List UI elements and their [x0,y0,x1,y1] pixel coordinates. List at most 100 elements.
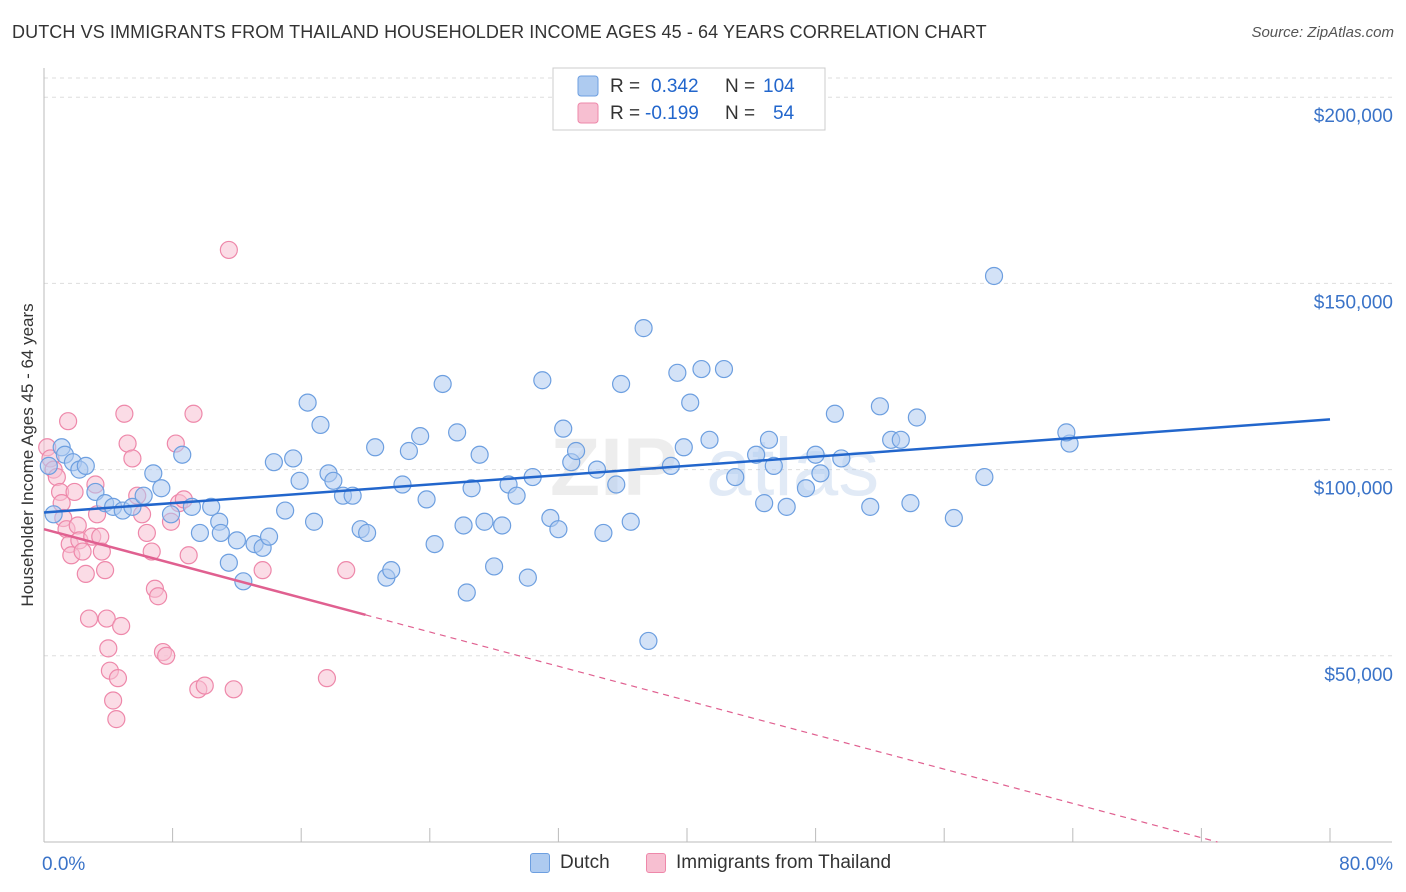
dutch-point [668,363,687,382]
thai-point [224,680,243,699]
thai-points [38,240,356,729]
x-tick-label-min: 0.0% [42,854,85,875]
dutch-point [566,441,586,461]
legend-n-label-thai: N = [725,103,755,124]
dutch-point [759,430,779,449]
dutch-point [454,516,473,535]
dutch-point [891,430,910,449]
series-legend: Dutch Immigrants from Thailand [0,850,1406,880]
legend-n-value-thai: 54 [773,103,795,124]
legend-item-thai: Immigrants from Thailand [646,852,891,874]
dutch-point [507,486,526,505]
dutch-trendline [43,418,1331,514]
dutch-point [907,408,926,427]
dutch-point [173,445,192,464]
dutch-point [284,449,303,468]
legend-r-value-dutch: 0.342 [651,76,699,97]
dutch-point [190,523,210,543]
dutch-point [475,512,494,531]
dutch-point [755,494,774,513]
dutch-point [594,523,613,543]
y-tick-label: $150,000 [1314,292,1393,313]
thai-point [179,546,198,565]
dutch-point [944,508,963,528]
dutch-point [621,512,640,531]
dutch-point [674,438,693,457]
legend-swatch-thai-bottom [646,853,666,873]
thai-point [219,240,238,260]
dutch-point [611,374,631,394]
dutch-point [457,583,476,602]
thai-point [137,523,156,543]
dutch-point [382,561,401,580]
thai-point [112,616,131,636]
dutch-point [764,456,783,475]
dutch-point [76,456,95,475]
dutch-point [304,512,324,531]
legend-r-value-thai: -0.199 [645,103,699,124]
thai-point [337,561,356,580]
legend-swatch-dutch-bottom [530,853,550,873]
dutch-point [825,404,844,423]
dutch-point [202,497,221,516]
dutch-point [298,393,317,412]
dutch-point [219,553,238,572]
dutch-point [901,494,920,513]
dutch-point [692,359,711,379]
thai-point [195,676,214,695]
thai-point [99,639,118,658]
legend-item-dutch: Dutch [530,852,610,874]
chart-title: DUTCH VS IMMIGRANTS FROM THAILAND HOUSEH… [12,22,987,42]
dutch-point [832,449,851,468]
y-tick-label: $50,000 [1324,665,1393,686]
dutch-point [984,266,1004,286]
dutch-point [554,419,573,438]
dutch-point [747,445,766,464]
dutch-point [324,471,343,490]
dutch-point [311,415,330,435]
dutch-point [417,490,436,509]
thai-point [108,669,128,688]
dutch-point [777,497,796,516]
thai-point [95,561,115,580]
dutch-point [493,516,512,535]
dutch-point [681,393,700,412]
thai-trendline-extension [365,614,1218,843]
dutch-point [700,430,719,449]
dutch-point [358,523,377,543]
dutch-point [462,479,481,498]
dutch-point [411,427,430,446]
legend-label-thai: Immigrants from Thailand [676,852,892,873]
y-tick-label: $100,000 [1314,479,1393,500]
dutch-point [861,497,880,516]
dutch-point [639,631,658,651]
dutch-point [806,445,825,464]
dutch-point [39,456,58,475]
thai-point [157,646,176,665]
thai-point [79,609,99,628]
y-axis-label: Householder Income Ages 45 - 64 years [18,303,37,606]
dutch-point [634,319,653,338]
thai-point [104,691,123,710]
watermark: ZIP atlas [550,422,879,513]
legend-n-label-dutch: N = [725,76,755,97]
dutch-point [470,445,489,464]
dutch-point [726,467,745,487]
dutch-point [264,453,283,472]
dutch-point [276,501,295,520]
dutch-point [587,460,607,479]
dutch-point [211,523,230,543]
thai-point [253,561,272,580]
legend-r-label-dutch: R = [610,76,640,97]
dutch-point [518,568,537,587]
y-tick-labels: $50,000 $100,000 $150,000 $200,000 [1314,106,1393,686]
thai-point [92,542,111,561]
thai-point [73,542,92,561]
dutch-point [366,438,385,457]
trendlines [43,418,1331,843]
legend-swatch-dutch [577,75,599,97]
dutch-point [152,479,171,498]
thai-point [59,412,78,431]
dutch-point [975,467,994,487]
watermark-atlas: atlas [706,422,879,513]
